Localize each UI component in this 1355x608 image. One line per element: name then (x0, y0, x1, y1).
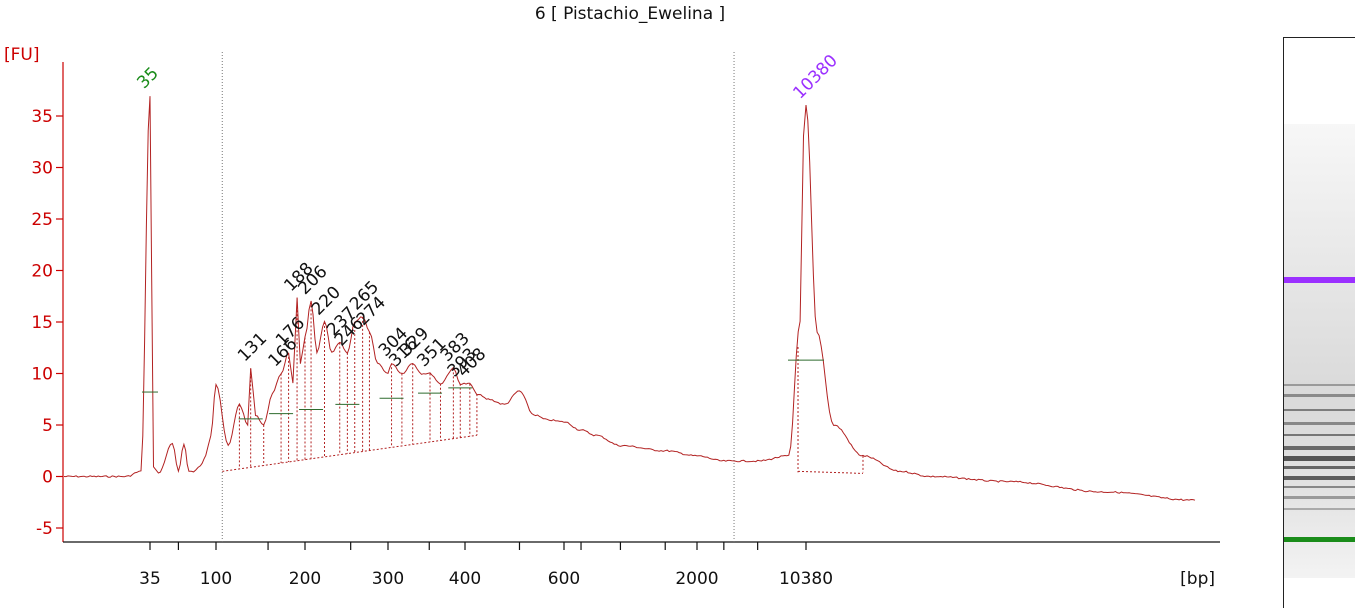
smear-band (1284, 496, 1355, 499)
smear-band (1284, 409, 1355, 411)
baseline-line (797, 470, 864, 474)
x-tick-label: 2000 (675, 569, 718, 589)
x-tick-label: 200 (289, 569, 321, 589)
y-tick-label: 15 (31, 313, 53, 333)
x-tick-label: 300 (372, 569, 404, 589)
lower-marker-band (1284, 537, 1355, 542)
y-tick-label: 35 (31, 107, 53, 127)
smear-band (1284, 486, 1355, 488)
electropherogram-trace (63, 96, 1196, 502)
lower-marker-label: 35 (133, 63, 162, 92)
y-tick-label: 5 (42, 416, 53, 436)
y-tick-label: -5 (36, 519, 53, 539)
x-tick-label: 35 (139, 569, 161, 589)
gel-image (1283, 37, 1355, 608)
smear-band (1284, 456, 1355, 461)
x-axis-label: [bp] (1180, 569, 1215, 589)
upper-marker-band (1284, 277, 1355, 283)
y-tick-label: 10 (31, 365, 53, 385)
smear-band (1284, 508, 1355, 510)
gel-lane (1284, 124, 1355, 578)
chart-title: 6 [ Pistachio_Ewelina ] (534, 4, 726, 24)
y-axis-label: [FU] (4, 45, 40, 65)
y-tick-label: 30 (31, 159, 53, 179)
baseline-line (222, 434, 477, 472)
smear-band (1284, 394, 1355, 397)
peak-label: 131 (234, 329, 271, 366)
y-tick-label: 0 (42, 468, 53, 488)
smear-band (1284, 476, 1355, 480)
upper-marker-label: 10380 (789, 51, 841, 103)
electropherogram-plot: -5 0 5 10 15 20 25 30 35 [FU] 35 100 200 300 400 600 200… (4, 45, 1220, 589)
x-tick-label: 600 (548, 569, 580, 589)
y-tick-label: 20 (31, 262, 53, 282)
x-tick-label: 10380 (779, 569, 833, 589)
smear-band (1284, 422, 1355, 425)
smear-band (1284, 434, 1355, 436)
smear-band (1284, 384, 1355, 386)
x-tick-label: 100 (200, 569, 232, 589)
smear-band (1284, 466, 1355, 469)
y-tick-label: 25 (31, 210, 53, 230)
x-tick-label: 400 (449, 569, 481, 589)
smear-band (1284, 446, 1355, 450)
